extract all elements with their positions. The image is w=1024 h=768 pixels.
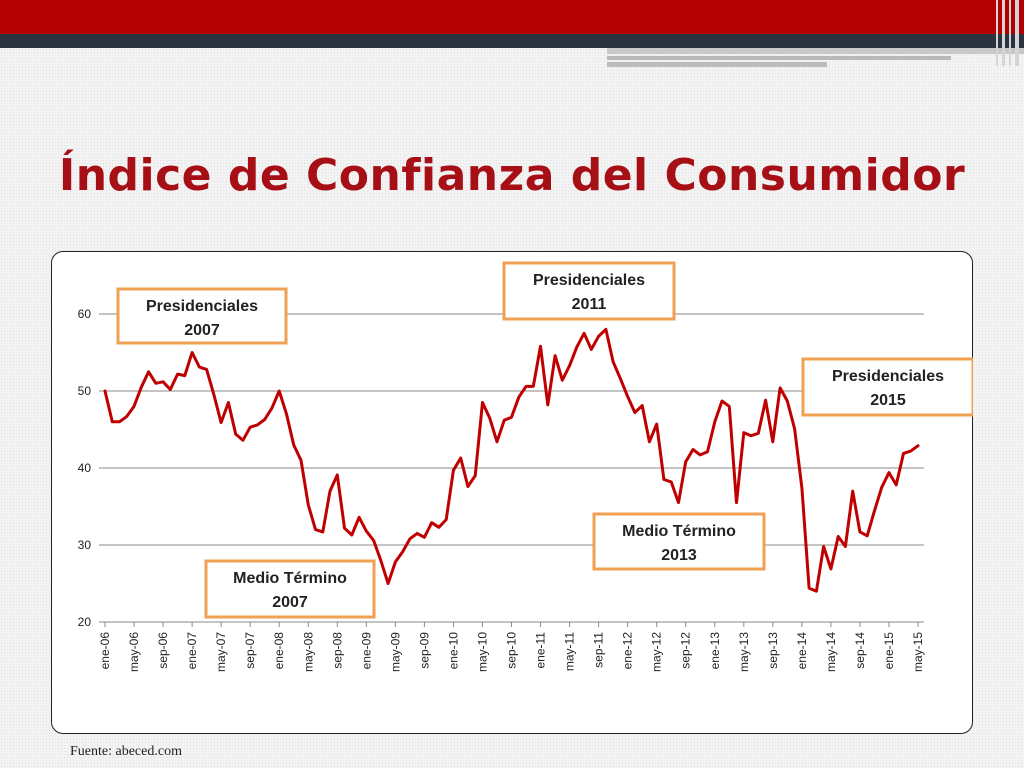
header-vline [1009, 0, 1011, 66]
x-tick-label: ene-15 [882, 632, 896, 670]
x-tick-label: may-13 [737, 632, 751, 672]
callout-box [116, 287, 288, 345]
x-tick-label: ene-13 [708, 632, 722, 670]
x-tick-label: may-10 [475, 632, 489, 672]
x-tick-label: may-09 [388, 632, 402, 672]
callout-text: Presidenciales [146, 298, 258, 315]
header-stripe [607, 48, 1024, 54]
callout-text: Medio Término [622, 523, 736, 540]
series-line [103, 327, 920, 593]
x-tick-label: sep-11 [592, 632, 606, 668]
x-tick-label: may-06 [127, 632, 141, 672]
callout-text: 2007 [184, 322, 220, 339]
x-tick-label: may-14 [824, 632, 838, 672]
x-tick-label: ene-08 [272, 632, 286, 670]
callout-text: Presidenciales [832, 368, 944, 385]
x-tick-label: sep-08 [330, 632, 344, 669]
callout-presidenciales-2015: Presidenciales 2015 [801, 357, 973, 417]
x-tick-label: ene-11 [534, 632, 548, 669]
y-tick-label: 40 [78, 461, 92, 475]
x-tick-label: ene-09 [359, 632, 373, 670]
consumer-confidence-chart: 20 30 40 50 60 ene-06 may-06 sep-06 ene-07 may-07… [78, 261, 973, 672]
header-red-bar [0, 0, 1024, 34]
header-vline [996, 0, 998, 66]
callout-presidenciales-2007: Presidenciales 2007 [116, 287, 288, 345]
x-tick-label: may-15 [911, 632, 925, 672]
callout-box [592, 512, 766, 571]
x-tick-label: ene-06 [98, 632, 112, 670]
callout-text: 2013 [661, 547, 697, 564]
callout-medio-termino-2013: Medio Término 2013 [592, 512, 766, 571]
x-tick-label: may-12 [650, 632, 664, 672]
x-tick-label: ene-10 [446, 632, 460, 670]
x-tick-label: sep-12 [679, 632, 693, 669]
header-stripe [607, 56, 951, 60]
callout-box [502, 261, 676, 321]
x-tick-label: sep-14 [853, 632, 867, 669]
callout-text: Presidenciales [533, 272, 645, 289]
callout-text: 2007 [272, 594, 308, 611]
y-tick-label: 60 [78, 307, 92, 321]
header-vline [1002, 0, 1005, 66]
y-tick-label: 30 [78, 538, 92, 552]
slide-title: Índice de Confianza del Consumidor [58, 150, 966, 201]
header-dark-bar [0, 34, 1024, 48]
callout-box [204, 559, 376, 619]
header-vline [1015, 0, 1019, 66]
x-tick-label: sep-07 [243, 632, 257, 669]
callout-medio-termino-2007: Medio Término 2007 [204, 559, 376, 619]
y-tick-label: 20 [78, 615, 92, 629]
y-tick-label: 50 [78, 384, 92, 398]
x-tick-label: ene-12 [621, 632, 635, 670]
x-tick-label: may-07 [214, 632, 228, 672]
callout-box [801, 357, 973, 417]
x-tick-label: sep-13 [766, 632, 780, 669]
source-note: Fuente: abeced.com [70, 744, 182, 759]
x-tick-label: sep-06 [156, 632, 170, 669]
x-tick-label: ene-14 [795, 632, 809, 670]
header-stripe [607, 62, 827, 67]
x-tick-label: may-11 [563, 632, 577, 671]
x-tick-label: may-08 [301, 632, 315, 672]
callout-text: 2011 [572, 296, 607, 313]
callout-text: Medio Término [233, 570, 347, 587]
x-tick-label: ene-07 [185, 632, 199, 670]
callout-presidenciales-2011: Presidenciales 2011 [502, 261, 676, 321]
x-tick-label: sep-09 [417, 632, 431, 669]
x-tick-label: sep-10 [505, 632, 519, 669]
callout-text: 2015 [870, 392, 906, 409]
